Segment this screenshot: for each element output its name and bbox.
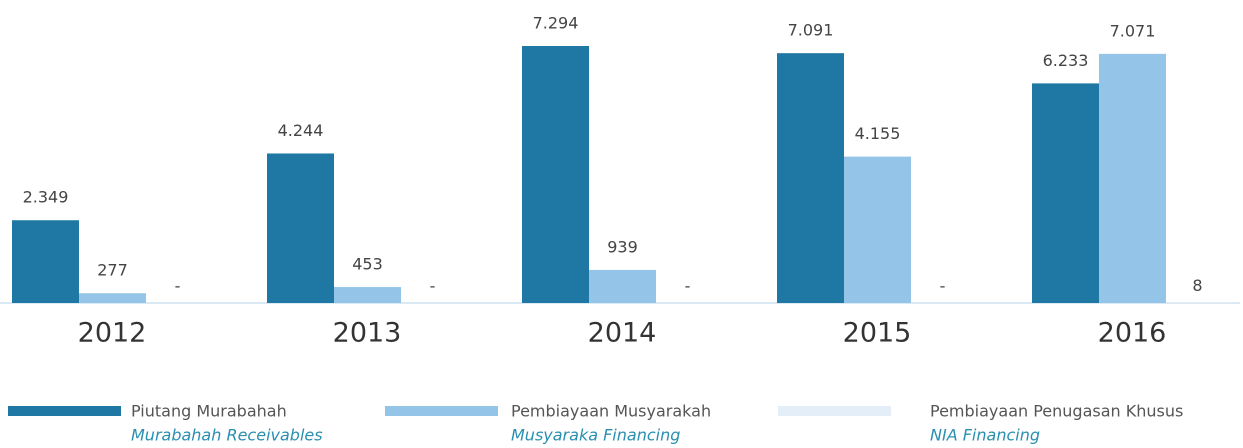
value-label: 2.349 bbox=[23, 188, 69, 207]
value-label: 277 bbox=[97, 261, 128, 280]
legend-label: Piutang Murabahah bbox=[131, 402, 287, 421]
legend-label: Pembiayaan Musyarakah bbox=[511, 402, 711, 421]
value-label: 939 bbox=[607, 237, 638, 256]
value-label: - bbox=[685, 277, 691, 296]
x-tick-label: 2013 bbox=[333, 318, 402, 349]
value-label: 4.155 bbox=[855, 124, 901, 143]
value-label: - bbox=[175, 277, 181, 296]
legend-label-en: NIA Financing bbox=[930, 426, 1040, 445]
legend-label: Pembiayaan Penugasan Khusus bbox=[930, 402, 1183, 421]
bar bbox=[844, 156, 911, 303]
value-label: 8 bbox=[1192, 276, 1202, 295]
legend-swatch bbox=[8, 406, 121, 416]
value-label: 453 bbox=[352, 255, 383, 274]
bar bbox=[334, 287, 401, 303]
value-label: 4.244 bbox=[278, 121, 324, 140]
x-tick-label: 2012 bbox=[78, 318, 147, 349]
bar bbox=[777, 53, 844, 304]
value-label: 7.091 bbox=[788, 21, 834, 40]
legend-swatch bbox=[385, 406, 498, 416]
value-label: 6.233 bbox=[1043, 51, 1089, 70]
x-tick-label: 2015 bbox=[843, 318, 912, 349]
x-tick-label: 2014 bbox=[588, 318, 657, 349]
bar bbox=[12, 220, 79, 303]
bar bbox=[589, 269, 656, 303]
legend-label-en: Musyaraka Financing bbox=[511, 426, 680, 445]
legend-label-en: Murabahah Receivables bbox=[131, 426, 323, 445]
value-label: - bbox=[430, 277, 436, 296]
value-label: 7.294 bbox=[533, 14, 579, 33]
legend-swatch bbox=[778, 406, 891, 416]
x-tick-label: 2016 bbox=[1098, 318, 1167, 349]
bar bbox=[267, 153, 334, 303]
bar bbox=[79, 293, 146, 303]
bar bbox=[522, 46, 589, 303]
value-label: - bbox=[940, 277, 946, 296]
value-label: 7.071 bbox=[1110, 21, 1156, 40]
bar bbox=[1099, 53, 1166, 303]
bar bbox=[1032, 83, 1099, 303]
